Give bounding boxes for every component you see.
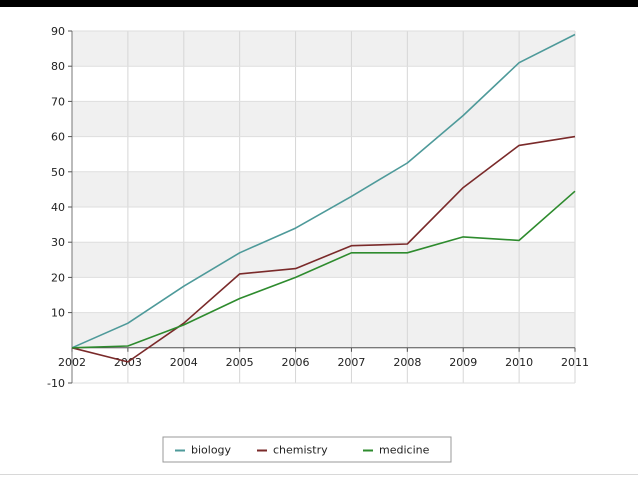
plot-bands xyxy=(72,31,575,383)
top-border xyxy=(0,0,638,7)
plot-band xyxy=(72,242,575,278)
plot-band xyxy=(72,171,575,207)
x-tick-label: 2010 xyxy=(505,356,533,369)
series-line-chemistry xyxy=(71,135,576,363)
x-tick-label: 2011 xyxy=(561,356,589,369)
y-tick-label: 70 xyxy=(51,95,65,108)
series-line-medicine xyxy=(71,190,576,349)
y-tick-label: 40 xyxy=(51,201,65,214)
legend-box xyxy=(162,436,452,463)
y-tick-label: -10 xyxy=(47,377,65,390)
legend-label-medicine: medicine xyxy=(379,444,430,457)
series-line-biology xyxy=(71,33,576,349)
y-tick-label: 60 xyxy=(51,131,65,144)
y-tick-label: 90 xyxy=(51,25,65,38)
x-tick-label: 2006 xyxy=(282,356,310,369)
y-tick-label: 50 xyxy=(51,166,65,179)
y-tick-label: 20 xyxy=(51,271,65,284)
y-tick-label: 30 xyxy=(51,236,65,249)
series-lines xyxy=(71,33,576,363)
x-tick-label: 2009 xyxy=(449,356,477,369)
y-axis-ticks: -10 10 20 30 40 50 60 70 80 90 xyxy=(47,25,72,390)
x-tick-label: 2004 xyxy=(170,356,198,369)
y-tick-label: 10 xyxy=(51,307,65,320)
legend-label-chemistry: chemistry xyxy=(273,444,328,457)
x-axis-ticks: 2002 2003 2004 2005 2006 2007 2008 2009 2010 2011 xyxy=(58,347,589,369)
legend-label-biology: biology xyxy=(191,444,232,457)
legend: biology chemistry medicine xyxy=(162,436,452,463)
y-tick-label: 80 xyxy=(51,60,65,73)
x-tick-label: 2007 xyxy=(337,356,365,369)
x-tick-label: 2008 xyxy=(393,356,421,369)
x-tick-label: 2002 xyxy=(58,356,86,369)
plot-band xyxy=(72,31,575,67)
plot-band xyxy=(72,101,575,137)
x-tick-label: 2005 xyxy=(226,356,254,369)
plot-band xyxy=(72,312,575,348)
bottom-divider xyxy=(0,474,638,475)
